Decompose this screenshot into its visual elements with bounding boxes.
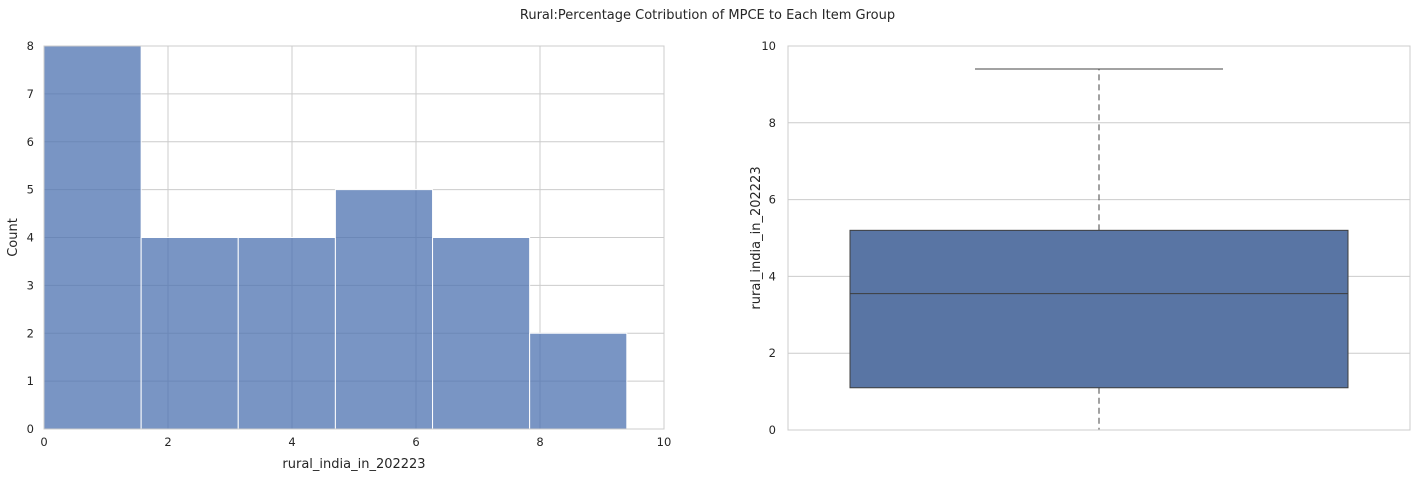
x-tick-label: 10 (657, 435, 672, 449)
y-tick-label: 5 (27, 183, 34, 197)
figure-title: Rural:Percentage Cotribution of MPCE to … (519, 8, 896, 23)
histogram-bar (432, 237, 531, 430)
histogram-bar (334, 189, 434, 430)
x-tick-label: 8 (536, 435, 543, 449)
box (849, 229, 1349, 389)
y-tick-label: 3 (27, 278, 34, 292)
y-tick-label: 2 (769, 346, 776, 360)
x-tick-label: 6 (412, 435, 419, 449)
x-tick-label: 2 (164, 435, 171, 449)
y-tick-label: 10 (761, 39, 776, 53)
x-tick-label: 4 (288, 435, 295, 449)
plot-frame (787, 45, 1411, 431)
y-tick-label: 8 (27, 39, 34, 53)
y-tick-label: 2 (27, 326, 34, 340)
x-axis-label: rural_india_in_202223 (282, 457, 425, 472)
y-tick-label: 1 (27, 374, 34, 388)
histogram-bar (237, 237, 336, 430)
y-tick-label: 0 (27, 422, 34, 436)
histogram-bar (529, 332, 628, 430)
y-tick-label: 0 (769, 423, 776, 437)
boxplot-chart: 0 2 4 6 8 10 rural_india_in_202223 (749, 39, 1411, 437)
histogram-bar (140, 237, 239, 430)
y-tick-label: 6 (27, 135, 34, 149)
y-tick-label: 4 (769, 269, 776, 283)
plot-frame (43, 45, 665, 430)
y-tick-label: 6 (769, 193, 776, 207)
histogram-bar (43, 45, 142, 430)
x-tick-label: 0 (40, 435, 47, 449)
y-tick-label: 8 (769, 116, 776, 130)
y-tick-label: 7 (27, 87, 34, 101)
y-axis-label: Count (6, 218, 21, 257)
histogram-chart: 0 2 4 6 8 10 0 1 2 3 4 5 6 7 8 rural_india_in_202223 Cou… (6, 39, 672, 472)
y-axis-label: rural_india_in_202223 (749, 166, 764, 309)
y-tick-label: 4 (27, 231, 34, 245)
